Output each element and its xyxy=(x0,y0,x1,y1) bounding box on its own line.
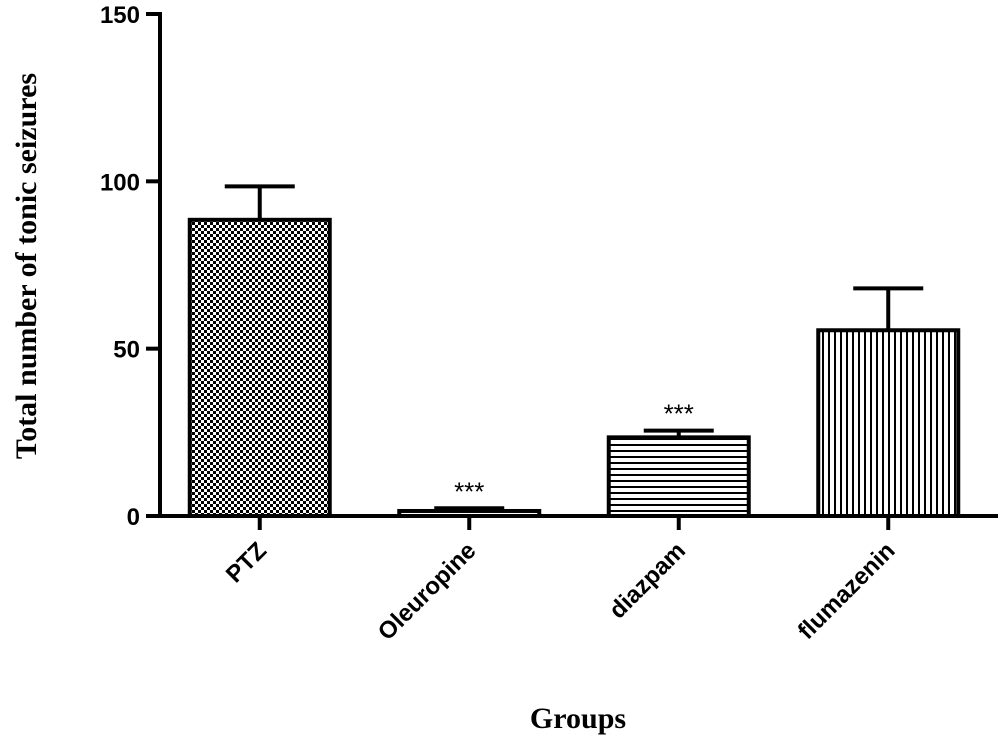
bar-ptz xyxy=(187,217,332,518)
significance-label: *** xyxy=(454,476,484,506)
y-axis-title: Total number of tonic seizures xyxy=(10,73,43,459)
bar-diazpam xyxy=(606,435,751,518)
x-tick-label: PTZ xyxy=(221,537,272,588)
x-axis-title: Groups xyxy=(530,702,626,735)
bar-oleuropine xyxy=(397,508,542,519)
y-tick-label: 0 xyxy=(127,504,140,531)
significance-label: *** xyxy=(664,399,694,429)
bar-flumazenin xyxy=(816,328,961,519)
y-tick-label: 50 xyxy=(113,337,140,364)
x-tick-label: flumazenin xyxy=(793,537,901,645)
x-tick-label: diazpam xyxy=(604,537,691,624)
y-tick-label: 150 xyxy=(100,2,140,29)
y-tick-label: 100 xyxy=(100,169,140,196)
bars: *** *** xyxy=(187,184,961,519)
y-ticks: 0 50 100 150 xyxy=(100,2,160,531)
x-tick-label: Oleuropine xyxy=(373,537,482,646)
x-ticks: PTZ Oleuropine diazpam flumazenin xyxy=(221,516,901,646)
